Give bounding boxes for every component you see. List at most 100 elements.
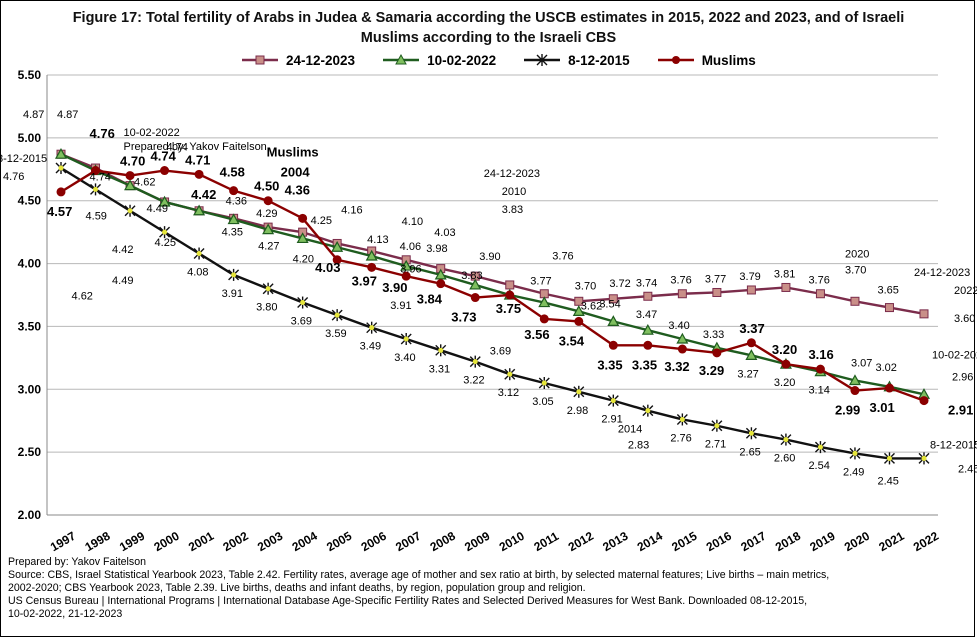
data-label: 3.77 (705, 273, 726, 285)
data-label: 3.83 (461, 270, 482, 282)
data-label: 4.03 (434, 227, 455, 239)
data-label: 3.72 (609, 278, 630, 290)
y-tick-label: 4.50 (18, 194, 42, 208)
data-label: 4.49 (112, 275, 133, 287)
x-tick-label: 2014 (635, 529, 665, 555)
y-tick-label: 3.50 (18, 319, 42, 333)
data-point-muslims (781, 359, 791, 369)
data-label: 3.83 (502, 204, 523, 216)
legend-label: 8-12-2015 (568, 52, 630, 68)
data-point-muslims (850, 386, 860, 396)
data-point-s2022 (676, 332, 689, 344)
data-label: 3.47 (636, 309, 657, 321)
x-tick-label: 2003 (255, 529, 285, 555)
data-point-s2022 (641, 323, 654, 335)
data-label: 4.20 (293, 253, 314, 265)
data-label: 4.50 (254, 179, 279, 194)
data-point-s2022 (227, 213, 240, 225)
data-label: 4.58 (220, 165, 245, 180)
series-line-s2015 (60, 167, 924, 460)
data-point-muslims (884, 383, 894, 393)
data-point-s2022 (434, 268, 447, 280)
data-label: 3.40 (394, 352, 415, 364)
data-point-s2022 (572, 305, 585, 316)
chart-footer: Prepared by: Yakov Faitelson Source: CBS… (8, 556, 973, 621)
data-point-muslims (56, 187, 66, 197)
footer-prepared-by: Prepared by: Yakov Faitelson (8, 556, 146, 568)
data-point-s2015 (469, 355, 481, 368)
data-label: 3.54 (559, 333, 585, 348)
y-tick-label: 5.50 (18, 68, 42, 82)
data-label: 3.91 (222, 288, 243, 300)
data-point-s2022 (745, 349, 758, 360)
data-point-muslims (91, 166, 101, 176)
data-point-s2015 (676, 413, 688, 426)
data-point-muslims (470, 293, 480, 303)
data-point-s2015 (538, 377, 550, 389)
data-point-muslims (815, 364, 825, 374)
data-label: 4.13 (367, 234, 388, 246)
data-label: 4.57 (47, 204, 72, 219)
data-label: 4.42 (191, 187, 216, 202)
legend-label: 10-02-2022 (427, 52, 497, 68)
y-tick-label: 2.00 (18, 508, 42, 522)
data-label: 4.62 (134, 177, 155, 189)
x-tick-label: 2016 (704, 529, 734, 555)
data-label: 3.35 (597, 357, 622, 372)
data-label: 3.70 (845, 264, 866, 276)
data-label: 2.83 (628, 440, 649, 452)
x-tick-label: 2006 (359, 529, 389, 555)
data-point-muslims (332, 255, 342, 265)
x-tick-label: 2012 (566, 529, 596, 555)
x-tick-label: 2021 (876, 529, 906, 555)
data-point-muslims (746, 338, 756, 348)
data-point-s2015 (262, 282, 274, 295)
data-point-s2015 (745, 427, 757, 440)
data-label: 2022 (954, 285, 977, 297)
data-label: 3.35 (632, 357, 657, 372)
data-point-muslims (125, 171, 135, 181)
data-label: 2.71 (705, 439, 726, 451)
legend-item-s2022: 10-02-2022 (381, 53, 496, 68)
data-point-s2015 (573, 385, 585, 398)
x-tick-label: 2018 (773, 529, 803, 555)
legend-swatch (524, 54, 561, 66)
data-point-s2022 (365, 249, 378, 261)
data-label: 2.49 (843, 466, 864, 478)
data-point-muslims (712, 348, 722, 358)
footer-source-3: US Census Bureau | International Program… (8, 595, 808, 607)
data-point-s2015 (435, 344, 447, 357)
data-label: 2.45 (877, 475, 898, 487)
data-point-muslims (160, 166, 170, 176)
x-tick-label: 2022 (911, 529, 941, 555)
chart-title: Figure 17: Total fertility of Arabs in J… (20, 8, 957, 48)
x-tick-label: 2017 (738, 529, 768, 555)
data-label: 3.76 (552, 251, 573, 263)
data-point-s2015 (297, 296, 309, 309)
data-point-s2023 (505, 280, 515, 290)
data-point-s2022 (262, 223, 275, 235)
data-label: 2.91 (601, 414, 622, 426)
data-label: 3.40 (668, 320, 689, 332)
data-label: 3.16 (808, 347, 833, 362)
data-label: 3.60 (954, 313, 975, 325)
x-tick-label: 2020 (842, 529, 872, 555)
data-point-s2022 (469, 278, 482, 290)
data-label: 4.03 (315, 260, 340, 275)
x-tick-label: 1998 (82, 529, 112, 555)
legend-swatch (657, 56, 694, 64)
data-label: 2.98 (567, 405, 588, 417)
data-point-s2015 (193, 247, 205, 260)
data-label: 3.80 (256, 302, 277, 314)
data-point-s2022 (848, 374, 861, 386)
data-point-s2023 (815, 289, 825, 299)
title-line-2: Muslims according to the Israeli CBS (360, 30, 617, 46)
data-label: 4.25 (155, 237, 176, 249)
footer-source-4: 10-02-2022, 21-12-2023 (8, 608, 123, 620)
data-label: Muslims (267, 144, 319, 159)
data-label: 4.36 (226, 195, 247, 207)
data-label: 4.42 (112, 244, 133, 256)
data-label: 3.07 (851, 357, 872, 369)
data-label: 2.76 (670, 432, 691, 444)
data-point-s2015 (400, 333, 412, 345)
